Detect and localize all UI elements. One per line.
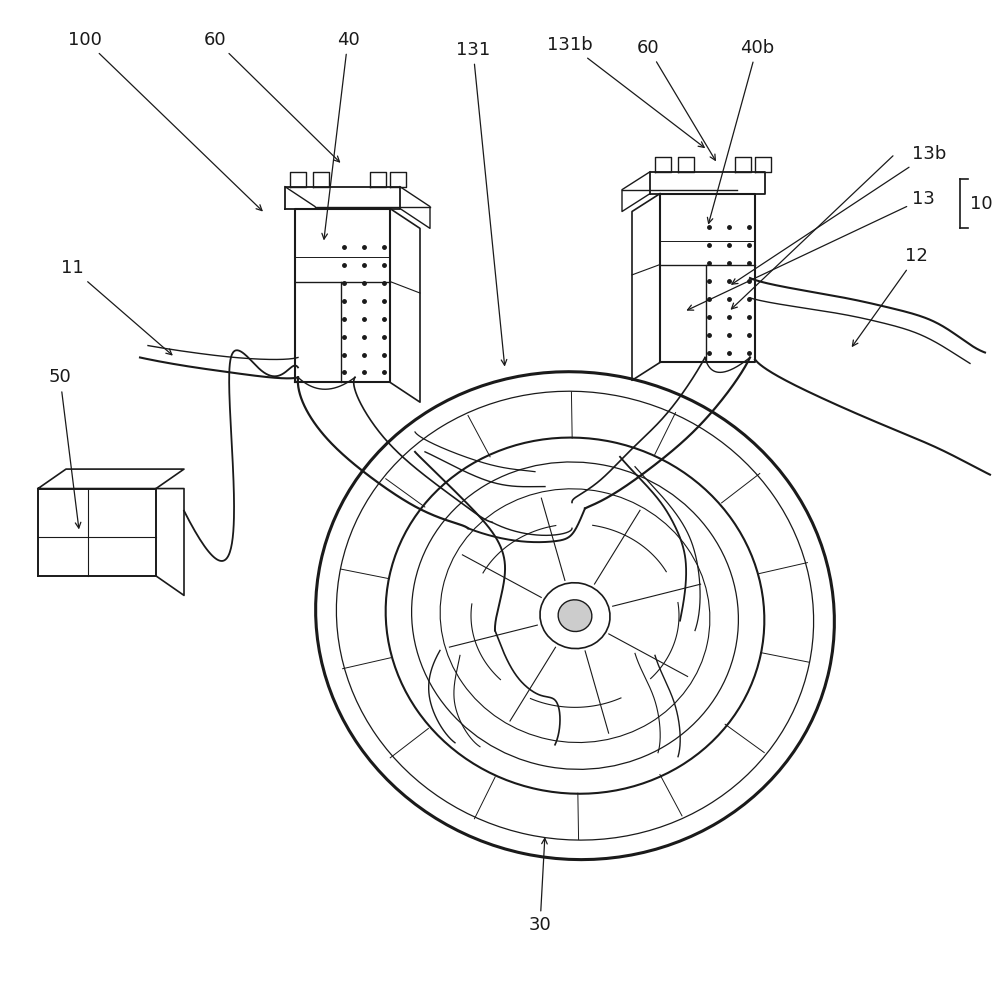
Text: 12: 12 xyxy=(852,247,928,347)
Text: 40: 40 xyxy=(322,31,359,239)
Text: 11: 11 xyxy=(61,259,172,355)
Text: 10: 10 xyxy=(970,195,993,213)
Text: 131b: 131b xyxy=(547,36,704,147)
Text: 100: 100 xyxy=(68,31,262,211)
Text: 40b: 40b xyxy=(707,39,774,223)
Text: 131: 131 xyxy=(456,41,507,365)
Text: 30: 30 xyxy=(529,838,551,934)
Text: 60: 60 xyxy=(204,31,340,162)
Text: 13b: 13b xyxy=(732,145,946,284)
Text: 50: 50 xyxy=(49,368,81,528)
Text: 13: 13 xyxy=(688,190,935,310)
Ellipse shape xyxy=(558,600,592,632)
Text: 60: 60 xyxy=(637,39,715,160)
